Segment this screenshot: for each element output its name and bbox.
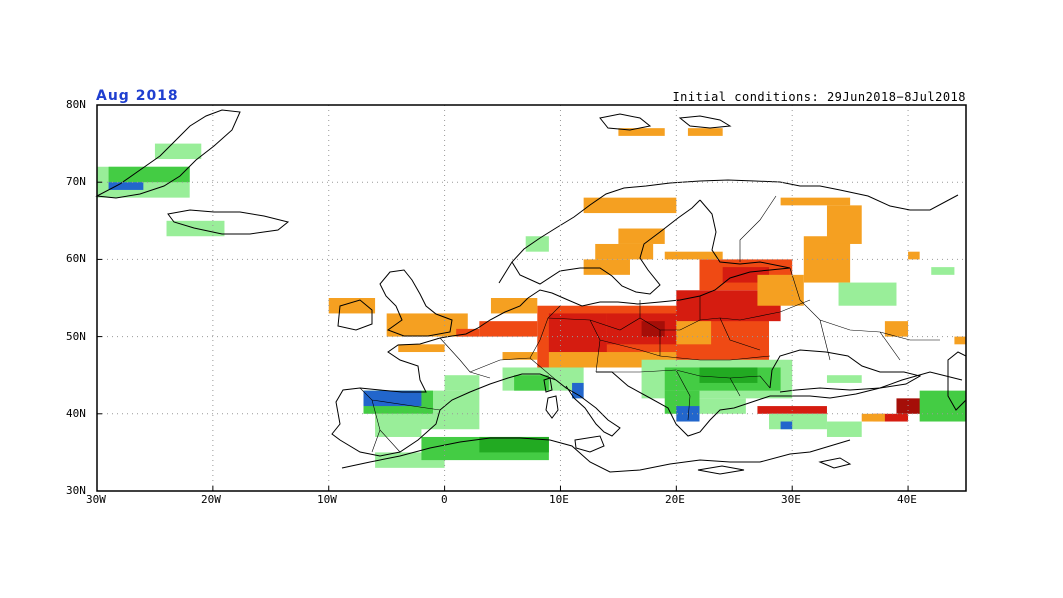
italy-coast	[555, 379, 621, 437]
sicily-coast	[574, 435, 605, 453]
lat-label-70n: 70N	[66, 175, 86, 188]
sardinia-coast	[545, 395, 559, 419]
anomaly-cell-red	[548, 313, 607, 353]
anomaly-cell-green-light	[154, 143, 202, 160]
anomaly-cell-orange	[676, 321, 712, 345]
svalbard-coast	[599, 113, 652, 131]
crete-coast	[697, 465, 745, 475]
anomaly-cell-green-dark	[699, 367, 758, 383]
map-frame	[96, 104, 967, 492]
border-lines	[359, 195, 940, 453]
anomaly-cell-blue	[363, 390, 422, 407]
anomaly-cell-orange	[664, 251, 723, 260]
anomaly-cell-green-light	[375, 413, 422, 437]
uk-coast	[379, 269, 453, 337]
france-atlantic-coast	[331, 337, 557, 457]
initial-conditions-title: Initial conditions: 29Jun2018−8Jul2018	[672, 90, 966, 104]
anomaly-cell-orange	[884, 321, 909, 337]
anomaly-layer	[97, 128, 966, 468]
anomaly-cell-orange	[826, 205, 862, 244]
anomaly-cell-orange	[861, 413, 885, 422]
scandinavia-coast	[498, 179, 959, 284]
iceland-coast	[167, 209, 290, 235]
finland-coast	[699, 199, 791, 269]
anomaly-cell-green	[108, 166, 190, 183]
anomaly-cell-green-light	[525, 236, 549, 252]
lat-label-30n: 30N	[66, 484, 86, 497]
anomaly-cell-green-light	[838, 282, 897, 306]
anomaly-cell-green-light	[826, 421, 862, 437]
anomaly-cell-red	[757, 406, 827, 414]
anomaly-cell-green-light	[826, 375, 862, 383]
north-sea-coast	[439, 297, 529, 339]
anomaly-cell-red-orange	[479, 321, 538, 337]
lon-label-40e: 40E	[897, 493, 917, 506]
anomaly-cell-green-dark	[479, 436, 549, 453]
norway-sweden-south-coast	[511, 199, 701, 295]
anomaly-cell-blue	[780, 421, 793, 430]
map-period-title: Aug 2018	[96, 88, 179, 104]
anomaly-cell-green	[514, 375, 549, 391]
lat-label-50n: 50N	[66, 330, 86, 343]
anomaly-cell-green	[919, 390, 966, 422]
cyprus-coast	[818, 457, 852, 469]
lat-label-60n: 60N	[66, 252, 86, 265]
lon-label-20e: 20E	[665, 493, 685, 506]
black-sea-coast	[769, 349, 922, 393]
lon-label-0: 0	[441, 493, 448, 506]
anomaly-cell-orange	[502, 352, 538, 360]
adriatic-coast	[596, 371, 963, 437]
anomaly-cell-orange	[386, 313, 468, 337]
anomaly-cell-orange	[618, 128, 665, 136]
anomaly-cell-orange	[398, 344, 445, 353]
anomaly-cell-orange	[687, 128, 723, 136]
anomaly-cell-green-light	[699, 398, 746, 414]
anomaly-cell-orange	[595, 243, 654, 260]
anomaly-cell-orange	[954, 336, 966, 345]
lon-label-10w: 10W	[317, 493, 337, 506]
anomaly-cell-orange	[583, 197, 677, 214]
lon-label-20w: 20W	[201, 493, 221, 506]
lon-label-30w: 30W	[86, 493, 106, 506]
ireland-coast	[337, 299, 373, 331]
lon-label-30e: 30E	[781, 493, 801, 506]
anomaly-cell-green-light	[444, 375, 480, 391]
anomaly-cell-orange	[618, 228, 665, 244]
anomaly-cell-orange	[757, 274, 804, 306]
anomaly-cell-red	[873, 413, 909, 422]
coastline-layer	[95, 109, 967, 475]
lon-label-10e: 10E	[549, 493, 569, 506]
baltic-coast	[527, 267, 791, 307]
lat-label-40n: 40N	[66, 407, 86, 420]
greenland-coast	[95, 109, 241, 199]
corsica-coast	[543, 377, 553, 393]
anomaly-cell-orange	[908, 251, 920, 260]
anomaly-cell-orange	[328, 298, 376, 314]
lat-label-80n: 80N	[66, 98, 86, 111]
anomaly-cell-blue	[108, 182, 144, 190]
svalbard-east-coast	[678, 115, 732, 129]
anomaly-cell-orange	[780, 197, 851, 206]
anomaly-cell-green-light	[769, 413, 827, 430]
north-africa-coast	[341, 437, 851, 473]
anomaly-cell-orange	[490, 298, 538, 314]
anomaly-cell-green-light	[931, 267, 955, 275]
anomaly-cell-dark-red	[641, 321, 665, 337]
anomaly-cell-blue	[572, 382, 584, 399]
anomaly-cell-orange	[583, 259, 630, 275]
